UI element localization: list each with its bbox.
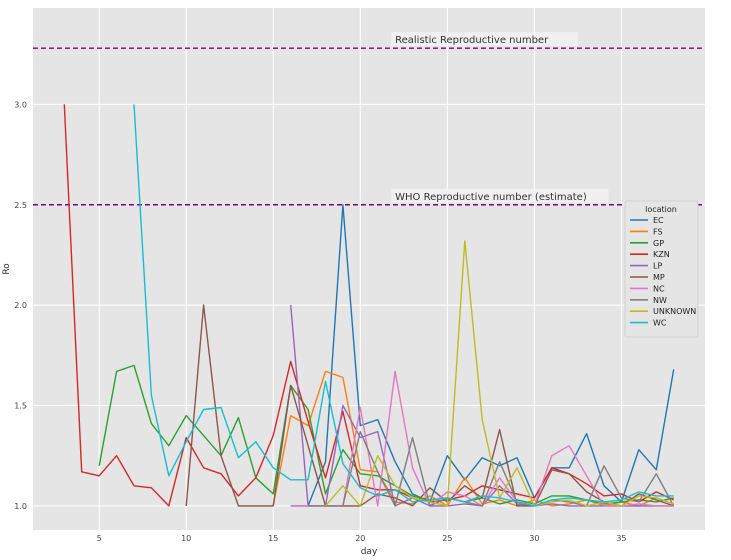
legend-label: MP: [653, 273, 665, 282]
legend-label: UNKNOWN: [653, 307, 696, 316]
y-tick-label: 2.5: [14, 201, 27, 210]
legend-title: location: [645, 205, 677, 214]
x-axis-label: day: [361, 547, 378, 557]
y-tick-label: 1.5: [14, 402, 27, 411]
reference-line-label: Realistic Reproductive number: [395, 35, 549, 46]
reference-line-label: WHO Reproductive number (estimate): [395, 192, 587, 203]
x-axis: 5 10 15 20 25 30 35: [97, 534, 627, 543]
x-tick-label: 30: [529, 534, 539, 543]
legend-label: NC: [653, 284, 665, 293]
series-lines: [63, 104, 675, 507]
series-line-nw: [308, 430, 675, 507]
series-line-wc: [133, 104, 674, 507]
legend-label: LP: [653, 262, 662, 271]
series-line-kzn: [63, 104, 674, 507]
reference-label-box: [391, 188, 609, 203]
y-axis-label: Ro: [2, 263, 12, 275]
x-tick-label: 15: [268, 534, 278, 543]
x-tick-label: 5: [97, 534, 102, 543]
legend-label: WC: [653, 319, 667, 328]
legend: location EC FS GP KZN LP MP NC NW UNKNOWN WC: [624, 200, 699, 338]
y-tick-label: 3.0: [14, 100, 27, 109]
legend-label: FS: [653, 227, 663, 236]
y-tick-label: 1.0: [14, 502, 27, 511]
reference-lines: Realistic Reproductive number WHO Reprodu…: [33, 32, 705, 206]
legend-items: EC FS GP KZN LP MP NC NW UNKNOWN WC: [630, 216, 696, 328]
y-axis: 1.0 1.5 2.0 2.5 3.0: [14, 100, 27, 511]
legend-label: GP: [653, 239, 664, 248]
reference-label-box: [391, 32, 579, 47]
series-line-ec: [290, 204, 675, 507]
x-tick-label: 20: [355, 534, 365, 543]
y-tick-label: 2.0: [14, 301, 27, 310]
plot-area: [33, 8, 705, 530]
x-tick-label: 35: [616, 534, 626, 543]
x-tick-label: 25: [442, 534, 452, 543]
legend-box: [624, 200, 699, 338]
legend-label: EC: [653, 216, 664, 225]
x-tick-label: 10: [181, 534, 191, 543]
series-line-mp: [185, 304, 674, 507]
legend-label: KZN: [653, 250, 670, 259]
legend-label: NW: [653, 296, 667, 305]
